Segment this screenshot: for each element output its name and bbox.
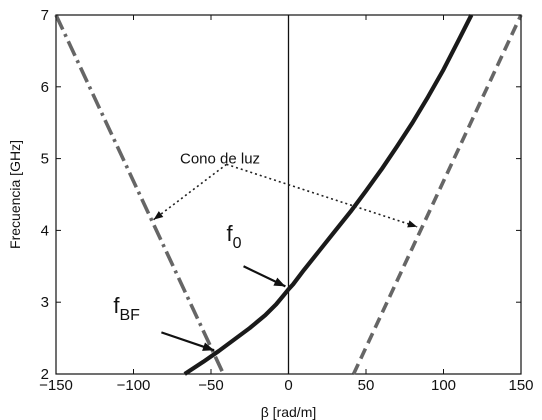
x-tick-label: −150: [39, 377, 73, 394]
light-cone-arrow: [226, 163, 418, 228]
light-cone-arrowhead: [407, 220, 418, 228]
dispersion-curve: [183, 14, 474, 376]
x-tick-label: −50: [198, 377, 223, 394]
y-tick-label: 2: [41, 366, 49, 383]
plot-area: Cono de luz f0 fBF: [54, 14, 523, 376]
light-cone-label: Cono de luz: [180, 151, 260, 168]
curve-point-arrowhead: [202, 342, 215, 351]
x-axis-ticks: −150 −100 −50 0 50 100 150: [39, 15, 534, 394]
x-tick-label: 0: [284, 377, 292, 394]
light-cone-arrow: [153, 163, 227, 221]
x-tick-label: −100: [117, 377, 151, 394]
y-tick-label: 3: [41, 294, 49, 311]
light-line-left: [54, 14, 226, 375]
annotation-layer: Cono de luz f0 fBF: [113, 151, 418, 352]
y-axis-label: Frecuencia [GHz]: [7, 140, 23, 249]
light-cone-arrowhead: [153, 211, 164, 220]
x-tick-label: 100: [431, 377, 456, 394]
light-line-right: [351, 14, 523, 375]
x-tick-label: 50: [358, 377, 375, 394]
curve-point-label: fBF: [113, 293, 140, 324]
y-tick-label: 6: [41, 79, 49, 96]
x-axis-label: β [rad/m]: [261, 404, 317, 420]
curve-point-label: f0: [227, 221, 242, 252]
curve-point-arrowhead: [273, 277, 286, 287]
x-tick-label: 150: [508, 377, 533, 394]
y-tick-label: 4: [41, 222, 49, 239]
y-axis-ticks: 2 3 4 5 6 7: [41, 7, 521, 383]
y-tick-label: 5: [41, 151, 49, 168]
series-layer: [54, 14, 523, 376]
y-tick-label: 7: [41, 7, 49, 24]
